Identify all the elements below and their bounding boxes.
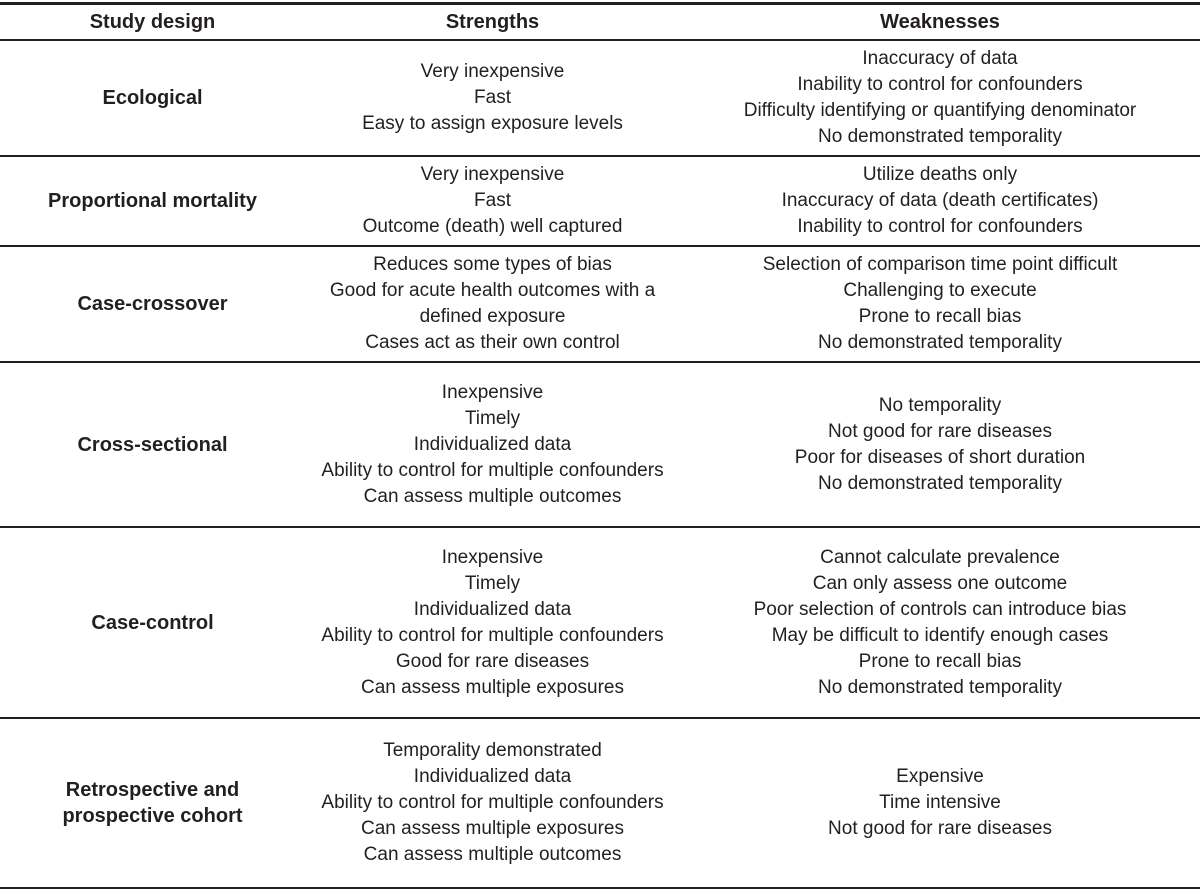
weaknesses-cell: Utilize deaths only Inaccuracy of data (…	[781, 164, 1099, 237]
strengths-cell: Temporality demonstrated Individualized …	[321, 740, 664, 865]
strengths-cell: Very inexpensive Fast Outcome (death) we…	[362, 164, 623, 237]
design-cell: Case-control	[91, 611, 214, 634]
table-row-proportional-mortality: Proportional mortality Very inexpensive …	[0, 156, 1200, 246]
table-row-retrospective-prospective-cohort: Retrospective and prospective cohort Tem…	[0, 718, 1200, 888]
table-row-case-crossover: Case-crossover Reduces some types of bia…	[0, 246, 1200, 362]
design-cell: Retrospective and prospective cohort	[62, 779, 243, 827]
table-row-ecological: Ecological Very inexpensive Fast Easy to…	[0, 40, 1200, 156]
strengths-cell: Inexpensive Timely Individualized data A…	[321, 381, 664, 507]
strengths-cell: Reduces some types of bias Good for acut…	[329, 254, 656, 353]
column-header-weaknesses: Weaknesses	[680, 3, 1200, 41]
strengths-cell: Very inexpensive Fast Easy to assign exp…	[362, 61, 623, 134]
column-header-study-design: Study design	[0, 3, 305, 41]
design-cell: Case-crossover	[77, 293, 228, 315]
weaknesses-cell: No temporality Not good for rare disease…	[794, 394, 1086, 494]
design-cell: Cross-sectional	[77, 433, 228, 456]
strengths-cell: Inexpensive Timely Individualized data A…	[321, 546, 664, 698]
design-cell: Ecological	[102, 87, 203, 109]
weaknesses-cell: Expensive Time intensive Not good for ra…	[828, 766, 1052, 839]
column-header-strengths: Strengths	[305, 3, 680, 41]
design-cell: Proportional mortality	[48, 190, 257, 212]
weaknesses-cell: Inaccuracy of data Inability to control …	[743, 48, 1137, 147]
header-row: Study design Strengths Weaknesses	[0, 3, 1200, 41]
weaknesses-cell: Cannot calculate prevalence Can only ass…	[753, 546, 1127, 698]
weaknesses-cell: Selection of comparison time point diffi…	[762, 254, 1118, 353]
table-row-cross-sectional: Cross-sectional Inexpensive Timely Indiv…	[0, 362, 1200, 527]
table-row-case-control: Case-control Inexpensive Timely Individu…	[0, 527, 1200, 718]
